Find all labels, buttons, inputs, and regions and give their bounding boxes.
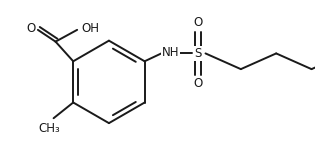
Text: O: O: [193, 77, 202, 90]
Text: OH: OH: [81, 22, 99, 35]
Text: CH₃: CH₃: [39, 122, 60, 135]
Text: S: S: [194, 47, 201, 60]
Text: NH: NH: [162, 46, 179, 59]
Text: O: O: [26, 22, 36, 35]
Text: O: O: [193, 16, 202, 29]
